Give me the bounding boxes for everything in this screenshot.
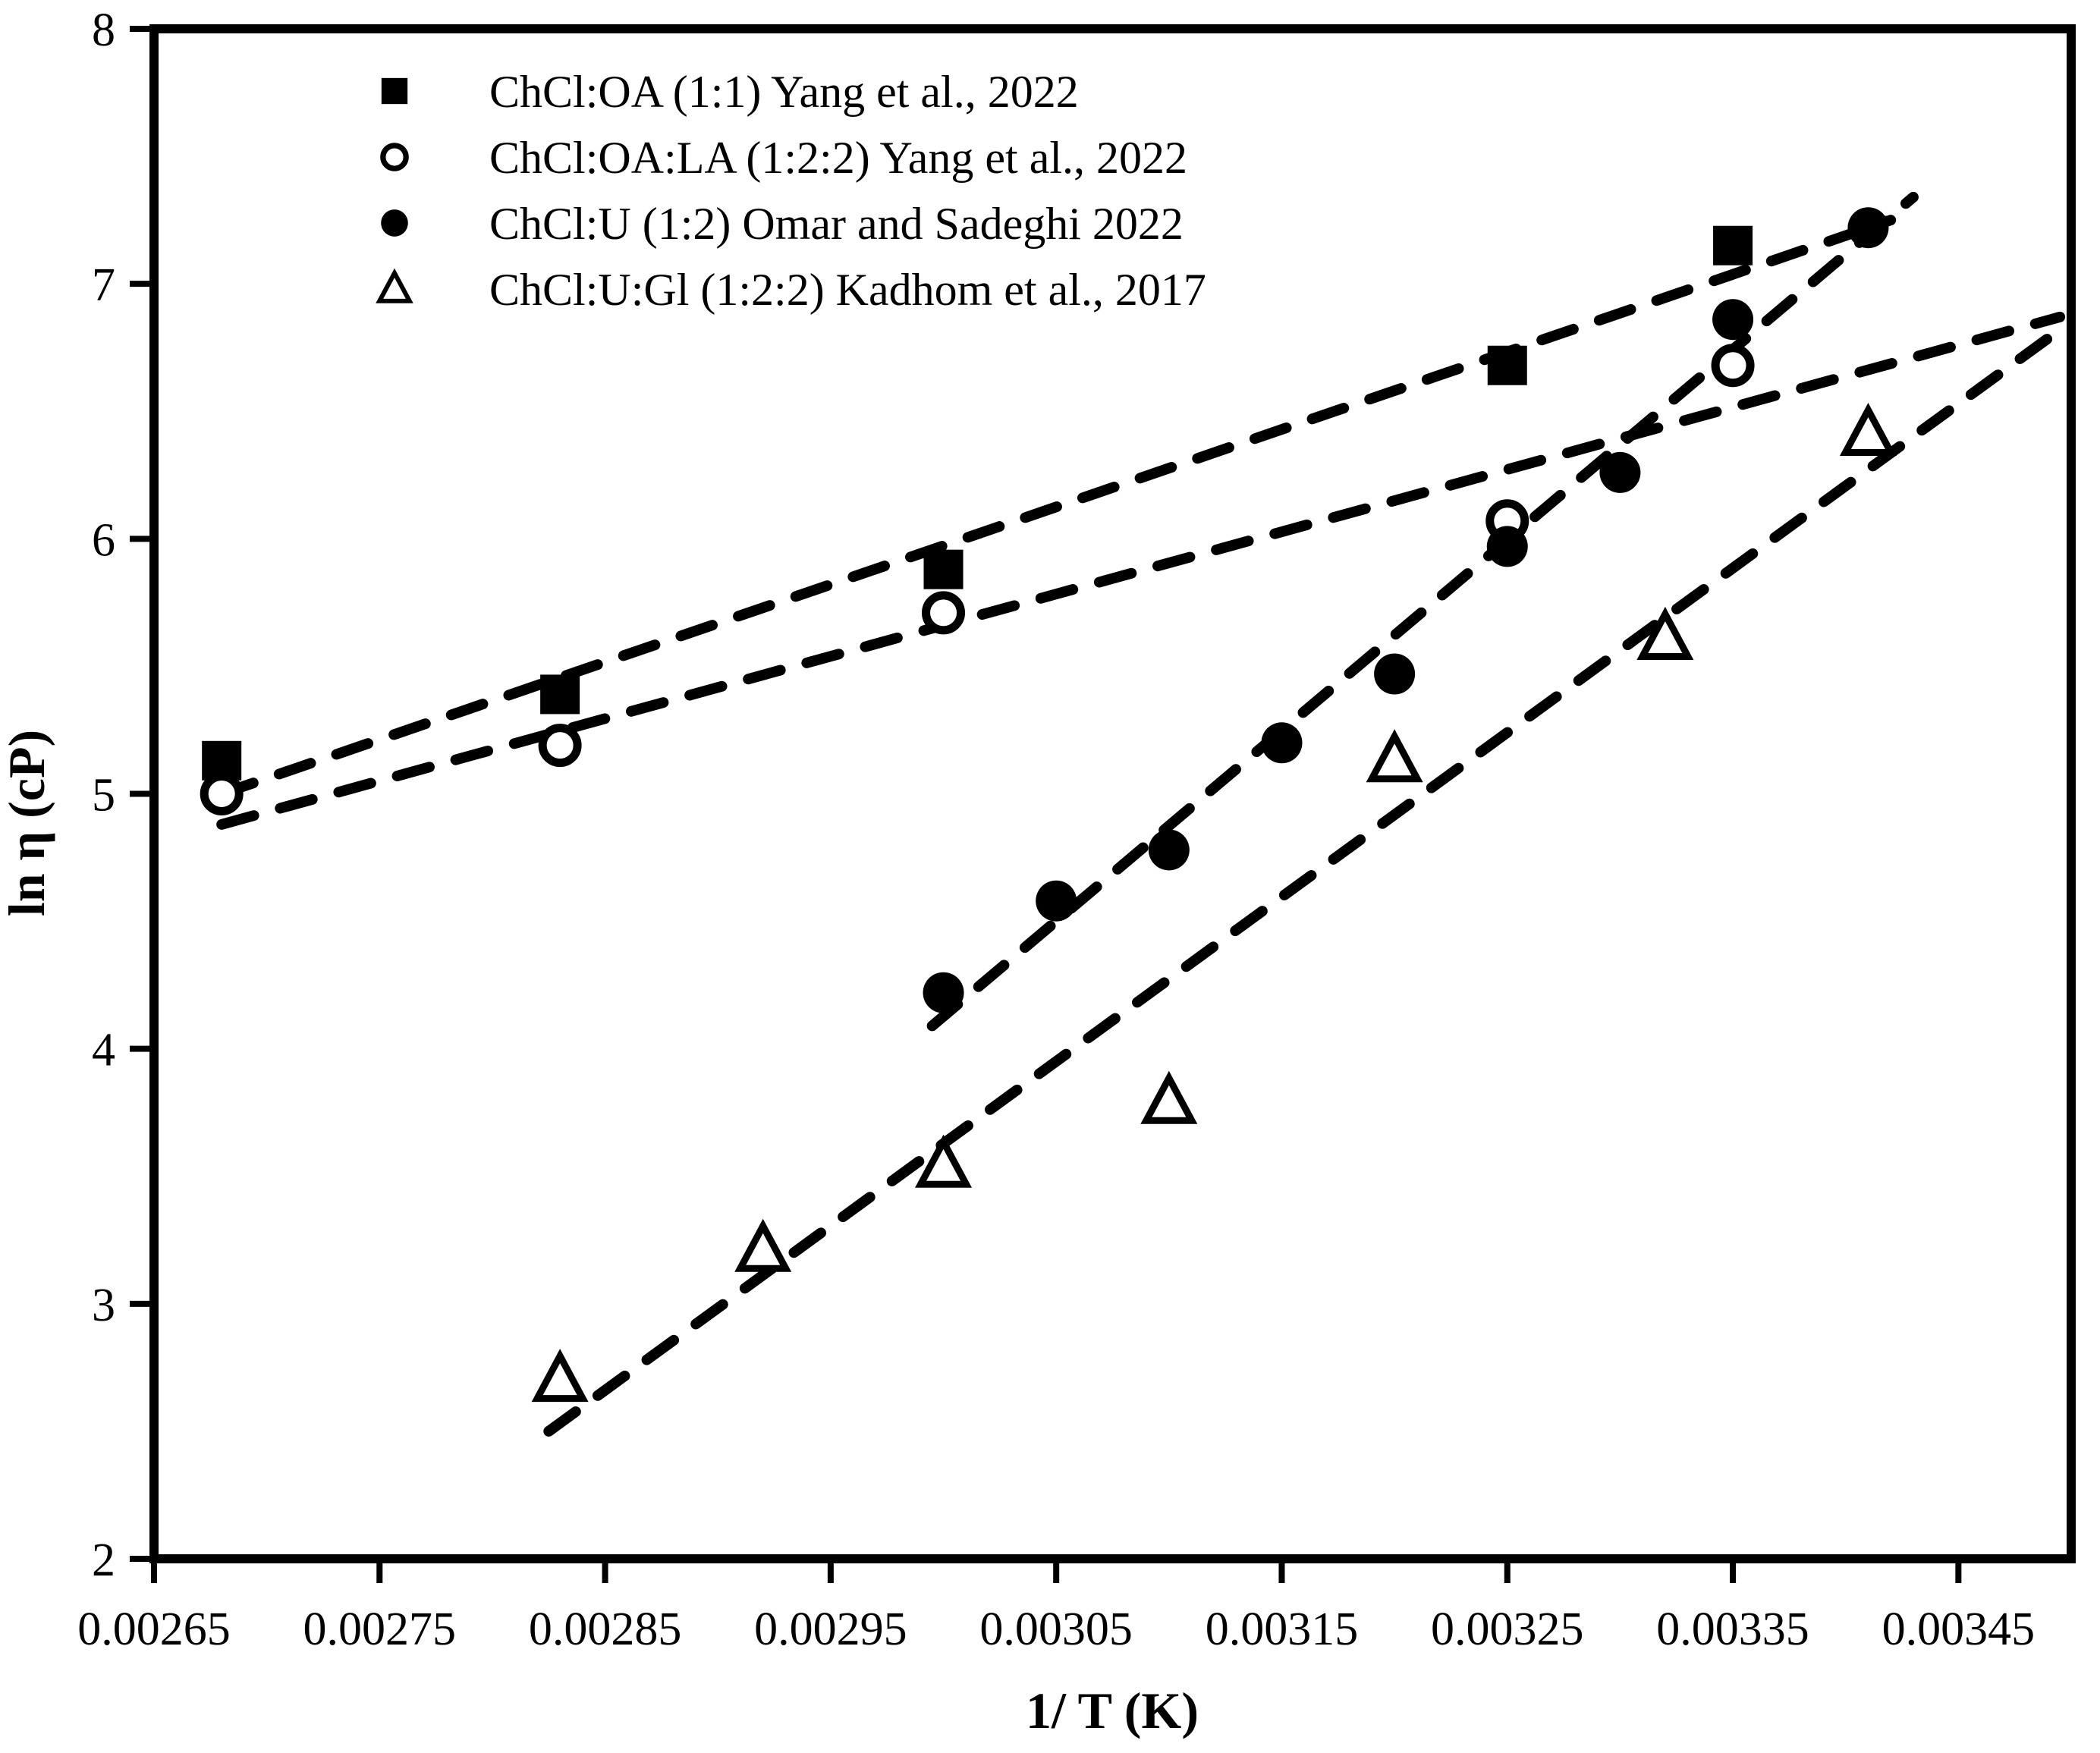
legend-item: ChCl:OA (1:1) Yang et al., 2022 bbox=[381, 67, 1079, 117]
marker-filled-circle bbox=[1374, 653, 1416, 695]
series-filled-circle bbox=[923, 207, 1889, 1013]
marker-open-triangle bbox=[1636, 606, 1694, 660]
y-tick-label: 5 bbox=[92, 770, 115, 822]
y-tick-label: 6 bbox=[92, 514, 115, 566]
y-tick-label: 3 bbox=[92, 1280, 115, 1331]
x-tick-label: 0.00275 bbox=[303, 1604, 457, 1655]
marker-filled-circle bbox=[1036, 880, 1077, 922]
x-tick-label: 0.00295 bbox=[754, 1604, 907, 1655]
legend-label: ChCl:OA (1:1) Yang et al., 2022 bbox=[489, 67, 1079, 117]
trendline bbox=[216, 311, 2066, 830]
marker-filled-square bbox=[1487, 345, 1527, 385]
trendline bbox=[543, 324, 2066, 1437]
marker-open-triangle bbox=[1839, 402, 1897, 457]
y-axis-title: ln η (cP) bbox=[0, 730, 55, 916]
x-tick-label: 0.00305 bbox=[979, 1604, 1133, 1655]
marker-filled-circle bbox=[1148, 829, 1190, 871]
x-tick-label: 0.00325 bbox=[1431, 1604, 1584, 1655]
marker-open-circle bbox=[380, 143, 409, 171]
marker-filled-circle bbox=[923, 972, 964, 1013]
marker-filled-circle bbox=[1261, 722, 1303, 764]
marker-filled-circle bbox=[1847, 207, 1889, 249]
marker-filled-circle bbox=[381, 209, 408, 237]
legend-label: ChCl:OA:LA (1:2:2) Yang et al., 2022 bbox=[489, 133, 1187, 183]
marker-open-triangle bbox=[1366, 729, 1423, 783]
marker-open-circle bbox=[200, 772, 244, 815]
trendline bbox=[926, 191, 1919, 1032]
marker-filled-square bbox=[540, 674, 580, 715]
marker-filled-circle bbox=[1486, 526, 1528, 567]
x-tick-label: 0.00335 bbox=[1656, 1604, 1809, 1655]
x-tick-label: 0.00285 bbox=[529, 1604, 682, 1655]
legend-item: ChCl:OA:LA (1:2:2) Yang et al., 2022 bbox=[380, 133, 1187, 183]
marker-filled-circle bbox=[1599, 451, 1641, 493]
marker-open-triangle bbox=[376, 268, 413, 303]
y-tick-label: 4 bbox=[92, 1025, 115, 1076]
marker-open-triangle bbox=[734, 1218, 792, 1272]
marker-filled-circle bbox=[1712, 299, 1754, 341]
marker-open-circle bbox=[538, 724, 582, 768]
legend-item: ChCl:U:Gl (1:2:2) Kadhom et al., 2017 bbox=[376, 265, 1206, 315]
legend-item: ChCl:U (1:2) Omar and Sadeghi 2022 bbox=[381, 199, 1184, 249]
y-tick-label: 2 bbox=[92, 1535, 115, 1586]
legend: ChCl:OA (1:1) Yang et al., 2022 ChCl:OA:L… bbox=[376, 67, 1206, 315]
axis-ticks: 0.00265 0.00275 0.00285 0.00295 0.00305 0.003… bbox=[77, 5, 2035, 1655]
series-open-circle bbox=[200, 344, 1755, 815]
marker-filled-square bbox=[381, 77, 408, 105]
x-tick-label: 0.00315 bbox=[1206, 1604, 1359, 1655]
marker-filled-square bbox=[923, 549, 964, 589]
x-tick-label: 0.00345 bbox=[1882, 1604, 2036, 1655]
data-points bbox=[200, 207, 1897, 1403]
series-open-triangle bbox=[531, 402, 1897, 1403]
trendlines bbox=[216, 191, 2066, 1437]
x-axis-title: 1/ T (K) bbox=[1026, 1682, 1199, 1739]
series-filled-square bbox=[202, 225, 1753, 781]
marker-open-triangle bbox=[531, 1349, 589, 1403]
marker-open-triangle bbox=[1140, 1070, 1198, 1124]
marker-open-triangle bbox=[915, 1134, 973, 1188]
marker-open-circle bbox=[922, 591, 966, 635]
y-tick-label: 8 bbox=[92, 5, 115, 56]
marker-filled-square bbox=[1713, 225, 1753, 265]
legend-label: ChCl:U:Gl (1:2:2) Kadhom et al., 2017 bbox=[489, 265, 1206, 315]
x-tick-label: 0.00265 bbox=[77, 1604, 231, 1655]
y-tick-label: 7 bbox=[92, 259, 115, 311]
marker-open-circle bbox=[1711, 344, 1755, 388]
trendline bbox=[216, 215, 1897, 800]
legend-label: ChCl:U (1:2) Omar and Sadeghi 2022 bbox=[489, 199, 1184, 249]
